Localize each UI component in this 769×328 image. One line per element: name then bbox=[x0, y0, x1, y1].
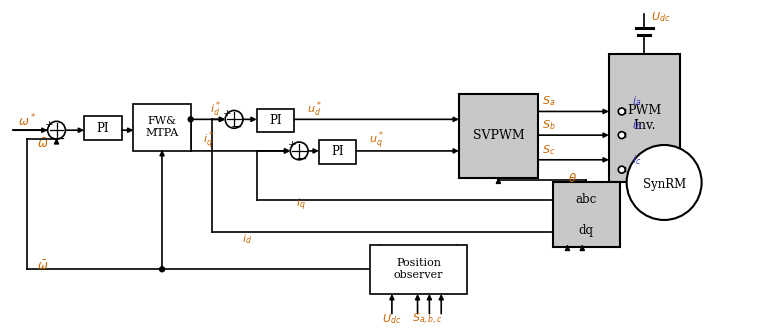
Text: +: + bbox=[223, 109, 231, 118]
Text: $i_c$: $i_c$ bbox=[631, 153, 641, 167]
Circle shape bbox=[627, 145, 701, 220]
Circle shape bbox=[291, 142, 308, 160]
Text: $\theta$: $\theta$ bbox=[568, 172, 577, 185]
Text: $\bar{\omega}$: $\bar{\omega}$ bbox=[37, 259, 48, 273]
Text: $S_a$: $S_a$ bbox=[542, 95, 555, 109]
Circle shape bbox=[48, 121, 65, 139]
Text: $S_c$: $S_c$ bbox=[542, 143, 555, 157]
Text: PI: PI bbox=[331, 145, 344, 158]
Text: abc: abc bbox=[575, 193, 597, 206]
Text: SVPWM: SVPWM bbox=[473, 129, 524, 142]
Text: $i_b$: $i_b$ bbox=[631, 118, 641, 132]
Text: $-$: $-$ bbox=[53, 131, 65, 145]
Circle shape bbox=[225, 111, 243, 128]
Text: $u_q^*$: $u_q^*$ bbox=[369, 130, 384, 152]
Bar bbox=[609, 54, 680, 182]
Text: $i_d$: $i_d$ bbox=[242, 232, 252, 246]
Text: $U_{dc}$: $U_{dc}$ bbox=[651, 10, 670, 24]
Text: dq: dq bbox=[579, 224, 594, 237]
Text: $S_{a,b,c}$: $S_{a,b,c}$ bbox=[412, 312, 443, 327]
Bar bbox=[134, 104, 191, 151]
Bar bbox=[257, 109, 295, 132]
Text: $-$: $-$ bbox=[230, 119, 242, 133]
Text: PI: PI bbox=[269, 114, 281, 127]
Text: +: + bbox=[288, 140, 297, 150]
Text: +: + bbox=[45, 120, 54, 129]
Circle shape bbox=[618, 132, 625, 139]
Text: $i_q$: $i_q$ bbox=[296, 197, 306, 214]
Text: PWM
Inv.: PWM Inv. bbox=[628, 104, 661, 133]
Circle shape bbox=[618, 166, 625, 173]
Bar bbox=[84, 116, 122, 140]
Text: $u_d^*$: $u_d^*$ bbox=[307, 100, 321, 119]
Text: FW&
MTPA: FW& MTPA bbox=[145, 116, 178, 138]
Text: $i_q^*$: $i_q^*$ bbox=[203, 130, 214, 152]
Text: SynRM: SynRM bbox=[643, 178, 686, 191]
Circle shape bbox=[188, 117, 193, 122]
Circle shape bbox=[160, 267, 165, 272]
Text: $i_d^*$: $i_d^*$ bbox=[210, 100, 221, 119]
Text: PI: PI bbox=[97, 122, 109, 135]
Text: $\bar{\omega}$: $\bar{\omega}$ bbox=[37, 137, 48, 151]
Text: $S_b$: $S_b$ bbox=[542, 118, 555, 132]
Text: Position
observer: Position observer bbox=[394, 258, 443, 280]
Text: $U_{dc}$: $U_{dc}$ bbox=[382, 313, 401, 326]
Bar bbox=[319, 140, 356, 164]
Bar bbox=[370, 245, 467, 294]
Text: $\omega^*$: $\omega^*$ bbox=[18, 113, 36, 130]
Bar bbox=[553, 182, 620, 247]
Bar bbox=[459, 94, 538, 177]
Circle shape bbox=[618, 108, 625, 115]
Text: $i_a$: $i_a$ bbox=[631, 95, 641, 109]
Text: $-$: $-$ bbox=[295, 151, 308, 165]
